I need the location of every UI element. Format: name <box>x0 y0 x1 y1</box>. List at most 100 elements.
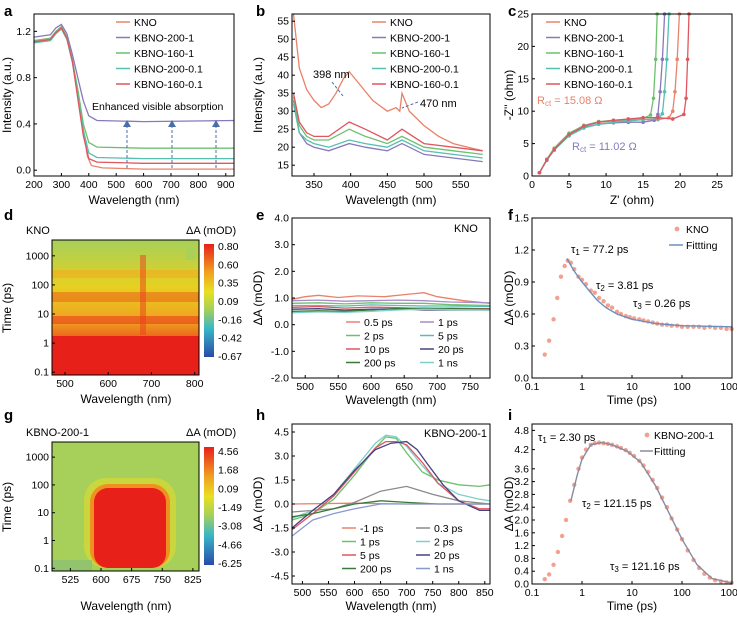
y-tick-label: -4.5 <box>271 571 289 583</box>
y-tick-label: 0.0 <box>274 499 289 511</box>
panel-d-yticks: 0.1 1 10 100 1000 <box>26 250 55 379</box>
panel-g-yticks: 0.1 1 10 100 1000 <box>26 452 55 575</box>
nyquist-point <box>648 113 653 117</box>
panel-e-yticks: -2.0 -1.0 0.0 1.0 2.0 3.0 4.0 <box>271 213 295 385</box>
y-tick-label: 0.6 <box>514 309 529 321</box>
panel-letter-g: g <box>4 407 13 424</box>
colorbar-tick-label: -6.25 <box>218 558 242 570</box>
legend-entry: KBNO-200-1 <box>134 33 194 45</box>
series-line <box>291 299 491 304</box>
y-tick-label: 5 <box>523 138 529 150</box>
x-tick-label: 500 <box>296 381 314 393</box>
x-tick-label: 800 <box>450 587 468 599</box>
y-tick-label: 2.0 <box>274 266 289 278</box>
panel-b-plot <box>292 13 483 163</box>
x-tick-label: 100 <box>673 381 691 393</box>
y-tick-label: 100 <box>31 279 49 291</box>
y-tick-label: -1.0 <box>271 346 289 358</box>
panel-i-xlabel: Time (ps) <box>607 599 657 613</box>
legend-entry: 200 ps <box>364 358 396 370</box>
legend-entry: KNO <box>686 224 709 236</box>
y-tick-label: 1.2 <box>16 26 31 38</box>
colorbar-tick-label: 0.35 <box>218 278 239 290</box>
arrowhead-700 <box>168 120 176 127</box>
y-tick-label: 1.5 <box>514 213 529 225</box>
nyquist-point <box>552 147 557 152</box>
panel-letter-c: c <box>508 3 516 20</box>
nyquist-point <box>545 158 549 162</box>
kinetic-point <box>546 338 552 343</box>
y-tick-label: 0.0 <box>514 579 529 591</box>
panel-d-ylabel: Time (ps) <box>0 283 14 333</box>
x-tick-label: 450 <box>379 179 397 191</box>
x-tick-label: 600 <box>92 574 110 586</box>
series-line <box>33 23 235 123</box>
x-tick-label: 20 <box>674 179 686 191</box>
x-tick-label: 500 <box>415 179 433 191</box>
panel-a-plot <box>33 23 235 170</box>
y-tick-label: 20 <box>277 142 289 154</box>
x-tick-label: 850 <box>476 587 494 599</box>
panel-letter-b: b <box>256 3 265 20</box>
colorbar-tick-label: -0.67 <box>218 351 242 363</box>
nyquist-point <box>656 112 660 117</box>
x-tick-label: 650 <box>372 587 390 599</box>
kinetic-point <box>542 577 547 582</box>
panel-i-plot <box>542 440 734 585</box>
y-tick-label: -3.0 <box>271 547 289 559</box>
panel-h-ylabel: ΔA (mOD) <box>251 477 265 532</box>
y-tick-label: 0.8 <box>16 72 31 84</box>
panel-c-ylabel: -Z'' (ohm) <box>502 70 516 121</box>
x-tick-label: 100 <box>673 587 691 599</box>
legend-entry: 1 ps <box>438 317 458 329</box>
y-tick-label: 35 <box>277 88 289 100</box>
panel-b-xticks: 350 400 450 500 550 <box>305 173 470 191</box>
legend-entry: 1 ns <box>434 564 454 576</box>
x-tick-label: 25 <box>711 179 723 191</box>
fit-line <box>566 258 733 328</box>
y-tick-label: 15 <box>277 160 289 172</box>
tau1-label-i: τ1 = 2.30 ps <box>538 432 596 445</box>
x-tick-label: 500 <box>56 378 74 390</box>
colorbar-tick-label: 0.60 <box>218 259 239 271</box>
x-tick-label: 600 <box>346 587 364 599</box>
legend-entry: 20 ps <box>438 344 464 356</box>
nyquist-point <box>582 124 586 128</box>
legend-entry: KBNO-160-0.1 <box>134 79 203 91</box>
legend-entry: KBNO-200-1 <box>390 33 450 45</box>
panel-f-xlabel: Time (ps) <box>607 393 657 407</box>
panel-h: KBNO-200-1 500 550 600 650 700 750 800 850 -4.5… <box>251 423 494 613</box>
y-tick-label: 4.0 <box>274 213 289 225</box>
nyquist-point <box>682 112 686 117</box>
y-tick-label: 0.4 <box>16 118 31 130</box>
nyquist-point <box>660 111 665 116</box>
x-tick-label: 800 <box>190 179 208 191</box>
y-tick-label: 3.0 <box>274 451 289 463</box>
x-tick-label: 550 <box>329 381 347 393</box>
y-tick-label: 3.0 <box>274 239 289 251</box>
y-tick-label: 10 <box>37 507 49 519</box>
panel-g-heatmap <box>52 442 199 571</box>
x-tick-label: 400 <box>342 179 360 191</box>
nyquist-point <box>662 89 667 94</box>
panel-i-ylabel: ΔA (mOD) <box>502 477 516 532</box>
legend-entry: 20 ps <box>434 550 460 562</box>
legend-entry: 2 ps <box>364 331 384 343</box>
series-line <box>292 100 483 163</box>
panel-i-legend: KBNO-200-1 Fittting <box>640 430 714 458</box>
panel-letter-a: a <box>4 3 13 20</box>
kinetic-point <box>609 305 615 310</box>
y-tick-label: 0.0 <box>274 319 289 331</box>
x-tick-label: 0.1 <box>525 587 540 599</box>
y-tick-label: 0.1 <box>34 367 49 379</box>
legend-marker <box>644 432 650 438</box>
x-tick-label: 15 <box>637 179 649 191</box>
colorbar-tick-label: 0.09 <box>218 483 239 495</box>
y-tick-label: 1 <box>43 338 49 350</box>
panel-f-legend: KNO Fittting <box>669 224 718 252</box>
x-tick-label: 800 <box>186 378 204 390</box>
x-tick-label: 750 <box>461 381 479 393</box>
panel-h-xlabel: Wavelength (nm) <box>346 599 437 613</box>
fit-line <box>570 441 733 584</box>
y-tick-label: 0 <box>523 171 529 183</box>
